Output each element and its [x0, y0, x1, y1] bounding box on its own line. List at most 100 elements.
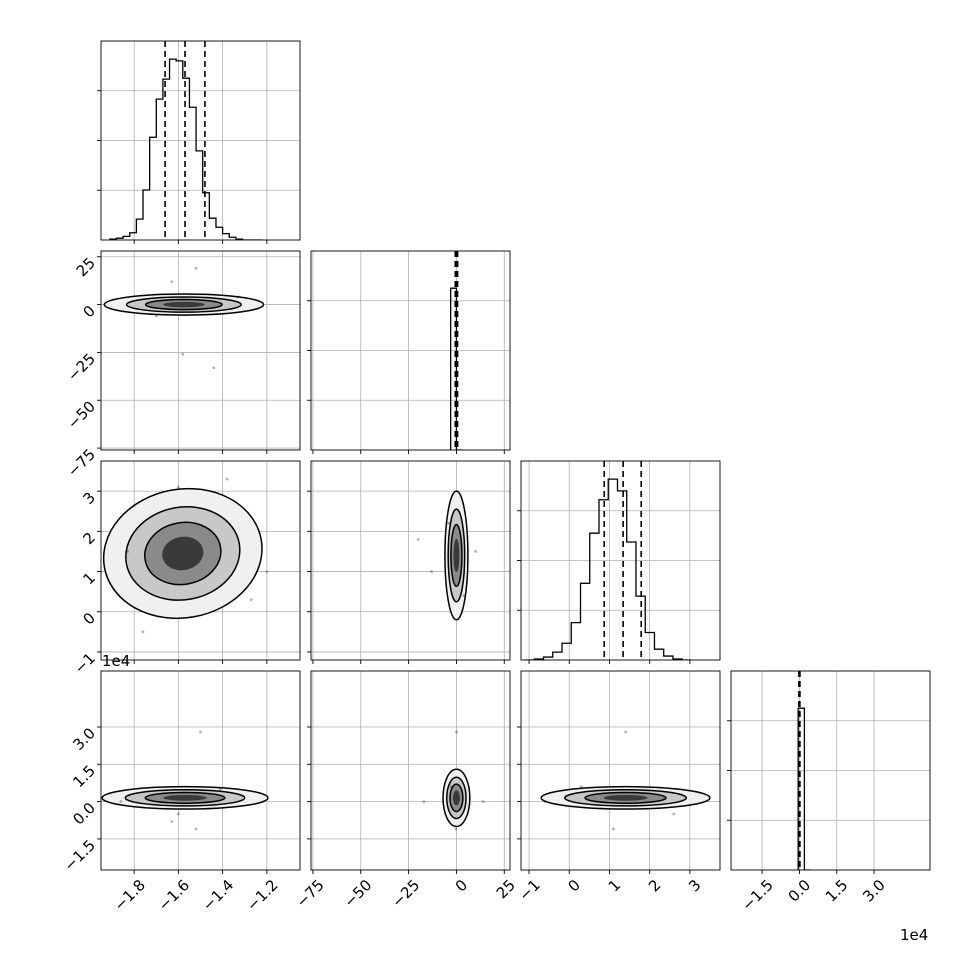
- panel-frame: [100, 460, 301, 661]
- y-tick-label: 3.0: [69, 724, 99, 754]
- histogram-step: [525, 478, 692, 660]
- contour-line: [124, 789, 246, 807]
- contour-line: [446, 776, 467, 820]
- panel-content: [731, 671, 930, 870]
- density-fill: [453, 538, 460, 573]
- outlier-point: [454, 827, 458, 831]
- outlier-point: [236, 295, 240, 299]
- outlier-point: [430, 570, 433, 573]
- panel-r2-c1: [307, 460, 511, 664]
- outlier-point: [141, 630, 145, 634]
- x-tick-label: 1.5: [822, 876, 852, 906]
- panel-content: [311, 251, 510, 450]
- y-tick-label: −25: [64, 350, 99, 385]
- panel-r0-c0: [97, 40, 301, 244]
- panel-frame: [100, 40, 301, 241]
- y-tick-label: −75: [64, 445, 99, 480]
- outlier-point: [672, 812, 676, 816]
- contour-line: [144, 298, 223, 311]
- outlier-point: [170, 280, 174, 284]
- panel-r3-c3: −1.5 0.0 1.5 3.0: [727, 670, 931, 915]
- panel-frame: [310, 460, 511, 661]
- panel-r2-c0: −1 0 1 2 3: [71, 460, 301, 678]
- panel-content: [101, 461, 300, 660]
- x-tick-label: 3.0: [859, 876, 889, 906]
- x-tick-label: 3: [685, 876, 704, 895]
- offset-label-x-param4: 1e4: [900, 926, 928, 944]
- outlier-point: [225, 477, 229, 481]
- x-tick-label: −1.6: [155, 876, 193, 914]
- panel-r1-c0: −75 −50 −25 0 25: [64, 250, 301, 480]
- corner-plot-panels: −1.5 0.0 1.5 3.0−75−50−25025−10123−1.50.01.…: [61, 40, 931, 944]
- outlier-point: [462, 594, 466, 598]
- x-tick-label: −50: [340, 876, 375, 911]
- outlier-point: [119, 800, 123, 803]
- outlier-point: [176, 485, 180, 489]
- outlier-point: [624, 730, 627, 734]
- density-fill: [163, 301, 205, 308]
- density-fill: [162, 536, 204, 571]
- panel-content: [311, 671, 510, 870]
- panel-frame: [520, 670, 721, 871]
- outlier-point: [154, 314, 158, 318]
- x-tick-label: −1.2: [243, 876, 281, 914]
- outlier-point: [176, 812, 180, 816]
- x-tick-label: −1.5: [738, 876, 776, 914]
- histogram-step: [109, 58, 263, 240]
- panel-frame: [520, 460, 721, 661]
- outlier-point: [422, 800, 426, 803]
- contour-line: [103, 293, 265, 316]
- contour-line: [563, 789, 688, 807]
- y-tick-label: −50: [64, 398, 99, 433]
- x-tick-label: 0: [565, 876, 584, 895]
- panel-frame: [100, 250, 301, 451]
- panel-content: [101, 671, 300, 870]
- y-tick-label: 2: [80, 529, 99, 548]
- outlier-point: [474, 550, 477, 553]
- panel-r1-c1: [307, 250, 511, 454]
- outlier-point: [447, 521, 451, 525]
- x-tick-label: 1: [605, 876, 624, 895]
- outlier-point: [579, 785, 583, 789]
- outlier-point: [219, 787, 222, 791]
- panel-frame: [310, 250, 511, 451]
- contour-line: [450, 523, 463, 588]
- density-fill: [452, 790, 460, 806]
- contour-line: [540, 785, 711, 810]
- outlier-point: [170, 820, 174, 823]
- contour-line: [125, 506, 241, 601]
- outlier-point: [199, 730, 202, 734]
- x-tick-label: −1.4: [199, 876, 237, 914]
- outlier-point: [481, 800, 485, 803]
- contour-line: [447, 508, 466, 603]
- outlier-point: [543, 800, 547, 803]
- panel-r2-c2: [517, 460, 721, 664]
- outlier-point: [612, 827, 615, 831]
- y-tick-label: 1.5: [69, 762, 99, 792]
- panel-frame: [730, 670, 931, 871]
- contour-line: [444, 490, 469, 621]
- outlier-point: [455, 730, 458, 734]
- outlier-point: [194, 266, 198, 270]
- panel-content: [101, 41, 300, 240]
- offset-label-y-param3: 1e4: [102, 652, 130, 670]
- contour-line: [101, 785, 269, 810]
- contour-line: [125, 296, 242, 313]
- x-tick-label: 0.0: [785, 876, 815, 906]
- outlier-point: [126, 550, 129, 553]
- panel-content: [311, 461, 510, 660]
- y-tick-label: 0: [80, 609, 99, 628]
- panel-r3-c2: −1 0 1 2 3: [515, 670, 721, 904]
- panel-r3-c0: −1.5 0.0 1.5 3.0 −1.8 −1.6 −1.4 −1.2: [61, 670, 301, 915]
- x-tick-label: −1: [515, 876, 543, 904]
- x-tick-label: 0: [452, 876, 471, 895]
- panel-content: [521, 461, 720, 660]
- y-tick-label: 1: [80, 569, 99, 588]
- panel-r3-c1: −75 −50 −25 0 25: [293, 670, 519, 911]
- x-tick-label: −75: [293, 876, 328, 911]
- contour-line: [584, 791, 667, 804]
- y-tick-label: 0.0: [69, 799, 99, 829]
- panel-frame: [310, 670, 511, 871]
- contour-line: [144, 521, 222, 586]
- y-tick-label: 25: [73, 254, 99, 280]
